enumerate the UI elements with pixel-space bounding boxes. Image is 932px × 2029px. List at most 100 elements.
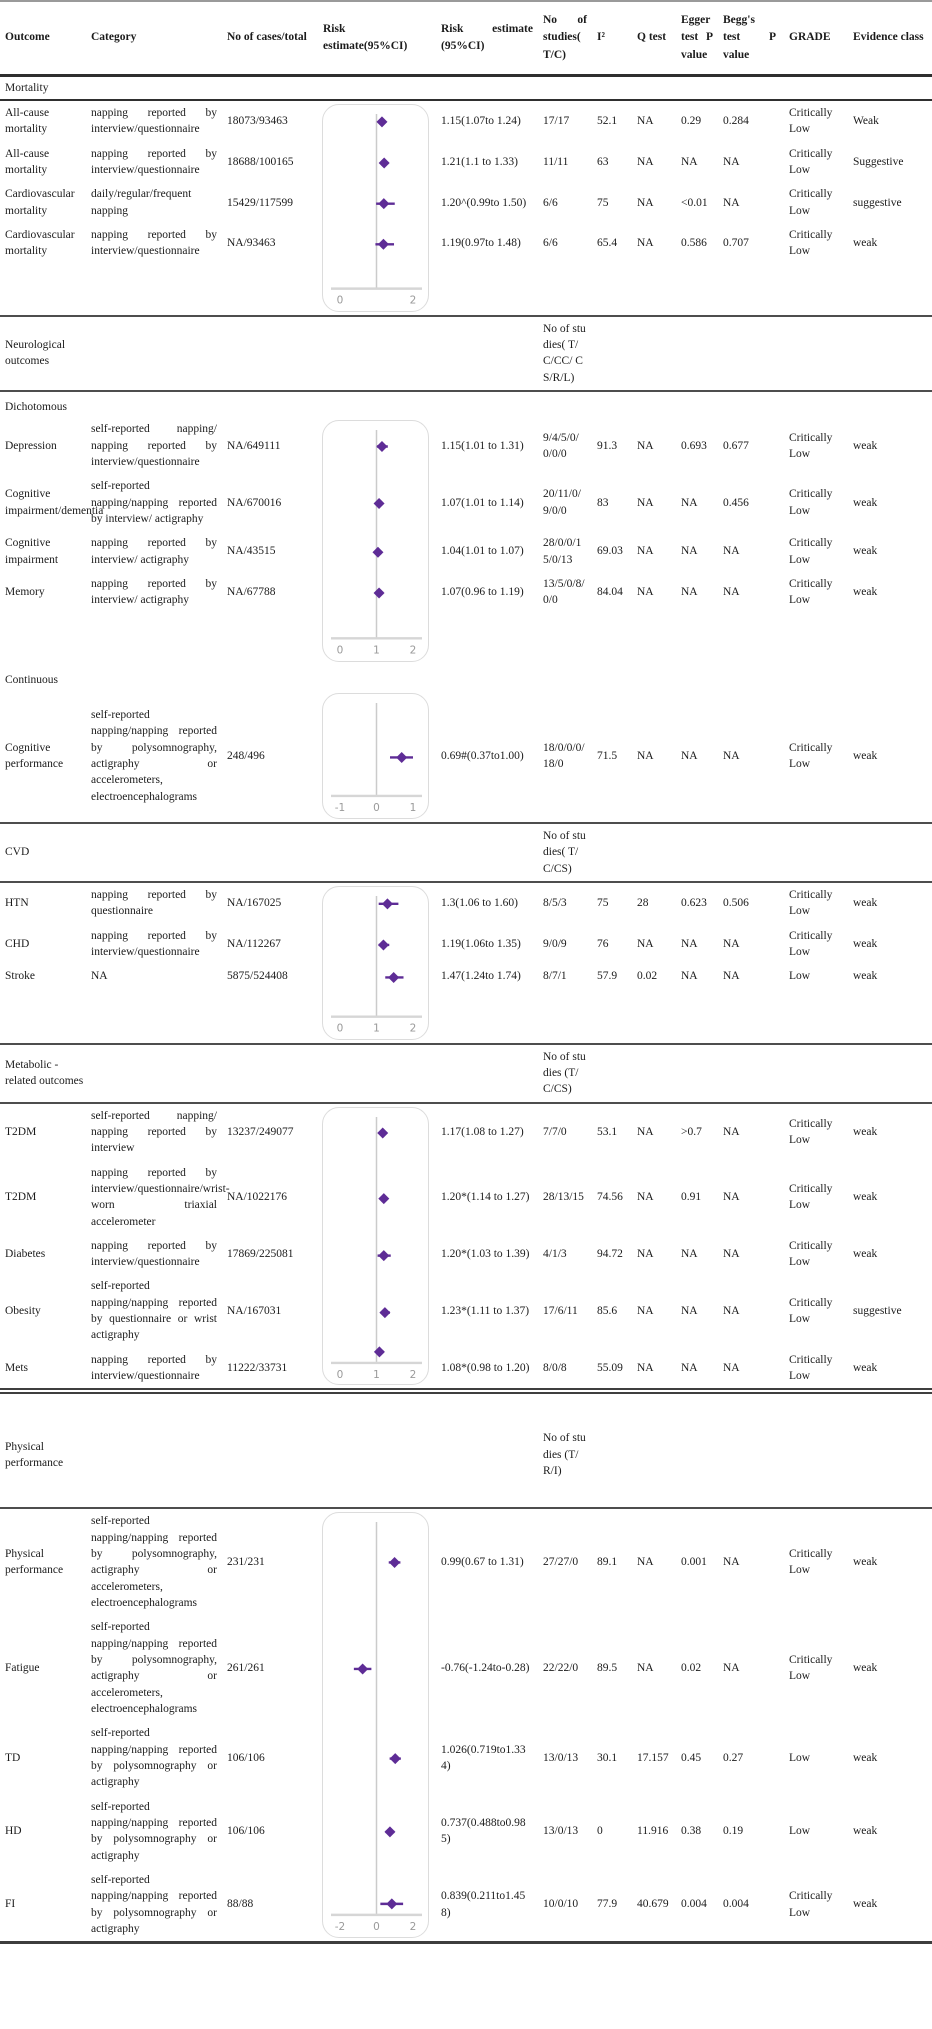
risk-estimate-cell: 1.15(1.07to 1.24) [441, 115, 521, 128]
grade-cell: Critically Low [789, 488, 833, 517]
subsection-header-neuro-dich: Dichotomous [0, 391, 932, 417]
outcome-cell: Mets [5, 1361, 28, 1374]
num-studies-cell: 13/5/0/8/0/0 [543, 577, 585, 607]
forest-plot-svg: 0 1 2 [331, 1116, 422, 1380]
egger-p-cell: 0.45 [681, 1751, 702, 1764]
x-tick-label: 2 [410, 1023, 417, 1035]
num-studies-cell: 10/0/10 [543, 1898, 579, 1911]
beggs-value-cell: NA [723, 545, 740, 558]
table-row: Cognitive impairment napping reported by … [0, 531, 932, 572]
section-header-filler [592, 1044, 932, 1103]
cases-total-cell: 248/496 [227, 749, 265, 762]
beggs-value-cell: NA [723, 1662, 740, 1675]
table-row: Cardiovascular mortality napping reported… [0, 223, 932, 264]
point-diamond-icon [372, 547, 384, 559]
table-row: Fatigue self-reported napping/napping rep… [0, 1615, 932, 1721]
category-cell: NA [91, 970, 108, 983]
p-cell [764, 1795, 784, 1868]
category-cell: self-reported napping/napping reported b… [91, 708, 217, 803]
risk-estimate-cell: 1.08*(0.98 to 1.20) [441, 1361, 530, 1374]
risk-estimate-cell: 1.07(0.96 to 1.19) [441, 586, 524, 599]
table-row: Obesity self-reported napping/napping rep… [0, 1274, 932, 1347]
table-row: Stroke NA 5875/524408 1.47(1.24to 1.74) 8/7/… [0, 964, 932, 988]
cases-total-cell: NA/93463 [227, 237, 276, 250]
category-cell: self-reported napping/napping reported b… [91, 1280, 217, 1342]
col-header-egger: Egger test P value [681, 14, 713, 61]
category-cell: napping reported by interview/questionna… [91, 1166, 230, 1228]
grade-cell: Critically Low [789, 537, 833, 566]
egger-p-cell: NA [681, 586, 698, 599]
forest-plot-cell: 0 1 2 [318, 1103, 436, 1392]
forest-plot-svg: 0 1 2 [331, 895, 422, 1035]
table-row: Cognitive impairment/dementia self-report… [0, 474, 932, 531]
outcome-cell: Cognitive performance [5, 741, 64, 770]
col-header-cases: No of cases/total [227, 31, 307, 44]
plot-axis-spacer-row [0, 989, 932, 1044]
risk-estimate-cell: 1.07(1.01 to 1.14) [441, 496, 524, 509]
q-test-cell: NA [637, 237, 654, 250]
point-diamond-icon [376, 116, 388, 128]
point-diamond-icon [384, 1826, 396, 1838]
x-tick-label: 2 [410, 1921, 417, 1933]
category-cell: self-reported napping/napping reported b… [91, 1727, 217, 1789]
section-title: Metabolic -related outcomes [5, 1058, 84, 1088]
section-label: Mortality [0, 75, 538, 100]
p-cell [764, 1103, 784, 1161]
category-cell: self-reported napping/ napping reported … [91, 423, 217, 468]
num-studies-cell: 28/0/0/15/0/13 [543, 537, 582, 566]
col-header-qtest: Q test [637, 31, 667, 44]
outcome-cell: T2DM [5, 1125, 37, 1138]
col-header-outcome: Outcome [5, 31, 50, 44]
col-header-beggs: Begg's test value [723, 14, 755, 61]
col-header-grade: GRADE [789, 31, 831, 44]
forest-plot-cell: 0 1 2 [318, 882, 436, 1044]
evidence-class-cell: weak [853, 1361, 878, 1374]
subsection-header-neuro-cont: Continuous [0, 665, 932, 690]
point-diamond-icon [389, 1557, 401, 1569]
risk-estimate-cell: 1.3(1.06 to 1.60) [441, 897, 518, 910]
num-studies-cell: 11/11 [543, 155, 569, 168]
risk-estimate-cell: 0.839(0.211to1.458) [441, 1890, 526, 1919]
table-row: Memory napping reported by interview/ act… [0, 572, 932, 613]
point-diamond-icon [386, 1898, 398, 1910]
beggs-value-cell: 0.27 [723, 1751, 744, 1764]
num-studies-cell: 20/11/0/9/0/0 [543, 488, 581, 517]
table-row: Depression self-reported napping/ napping… [0, 417, 932, 662]
q-test-cell: 40.679 [637, 1898, 669, 1911]
beggs-value-cell: 0.456 [723, 496, 749, 509]
p-cell [764, 474, 784, 531]
subsection-label: Continuous [5, 673, 59, 686]
num-studies-cell: 13/0/13 [543, 1825, 579, 1838]
beggs-value-cell: NA [723, 1247, 740, 1260]
cases-total-cell: 88/88 [227, 1898, 254, 1911]
num-studies-cell: 28/13/15 [543, 1191, 584, 1203]
subsection-label: Dichotomous [5, 401, 67, 414]
col-header-i2: I² [597, 31, 605, 44]
category-cell: self-reported napping/napping reported b… [91, 1515, 217, 1610]
i2-cell: 85.6 [597, 1304, 618, 1317]
forest-plot-svg: -2 0 2 [331, 1522, 422, 1933]
q-test-cell: NA [637, 115, 654, 128]
grade-cell: Critically Low [789, 147, 833, 177]
table-row: T2DM self-reported napping/ napping repor… [0, 1103, 932, 1386]
i2-cell: 77.9 [597, 1898, 618, 1911]
cases-total-cell: 15429/117599 [227, 196, 294, 209]
point-diamond-icon [377, 939, 389, 951]
section-title: Physical performance [5, 1440, 64, 1469]
evidence-class-cell: weak [853, 545, 878, 558]
col-header-studies: No of studies( T/C) [543, 14, 587, 61]
i2-cell: 89.1 [597, 1556, 618, 1569]
grade-cell: Critically Low [789, 577, 833, 607]
outcome-cell: All-cause mortality [5, 147, 50, 177]
col-header-plot: Risk estimate(95%CI) [323, 22, 408, 52]
x-tick-label: 1 [410, 802, 417, 814]
p-cell [764, 1274, 784, 1347]
beggs-value-cell: 0.19 [723, 1825, 744, 1838]
category-cell: self-reported napping/ napping reported … [91, 1109, 217, 1155]
i2-cell: 74.56 [597, 1191, 623, 1203]
beggs-value-cell: NA [723, 970, 740, 983]
q-test-cell: NA [637, 586, 654, 599]
i2-cell: 57.9 [597, 970, 618, 983]
q-test-cell: NA [637, 1304, 654, 1317]
